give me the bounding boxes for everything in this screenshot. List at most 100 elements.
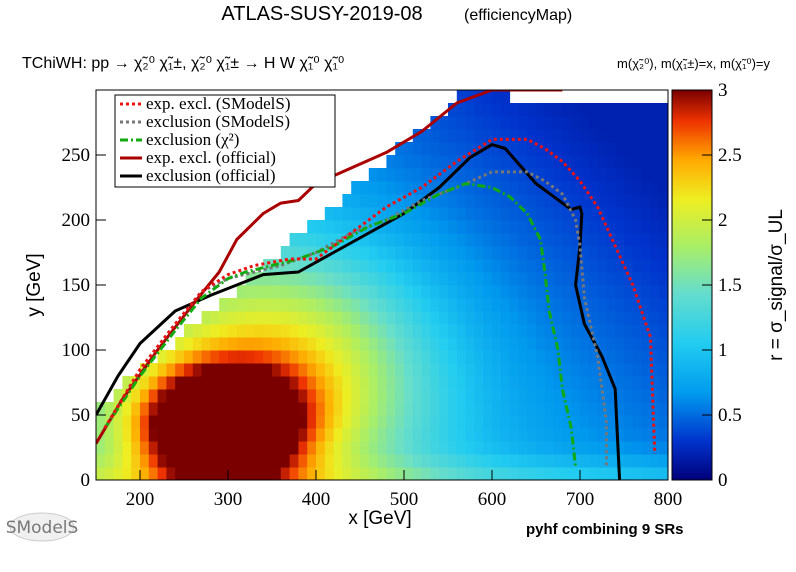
heatmap-cell <box>562 363 572 377</box>
legend: exp. excl. (SModelS)exclusion (SModelS)e… <box>120 94 290 185</box>
heatmap-cell <box>342 311 352 325</box>
heatmap-cell <box>439 324 449 338</box>
heatmap-cell <box>272 350 282 364</box>
heatmap-cell <box>263 272 273 286</box>
heatmap-cell <box>659 324 668 338</box>
heatmap-cell <box>395 389 405 403</box>
heatmap-cell <box>518 259 528 273</box>
heatmap-cell <box>254 376 264 390</box>
heatmap-cell <box>624 129 634 143</box>
heatmap-cell <box>324 246 335 260</box>
heatmap-cell <box>562 129 572 143</box>
heatmap-cell <box>597 467 607 480</box>
heatmap-cell <box>509 467 519 480</box>
heatmap-cell <box>316 441 326 455</box>
heatmap-cell <box>553 168 563 182</box>
heatmap-cell <box>632 155 643 169</box>
heatmap-cell <box>650 155 660 169</box>
heatmap-cell <box>492 194 502 208</box>
heatmap-cell <box>448 337 458 351</box>
heatmap-cell <box>386 168 396 182</box>
heatmap-cell <box>228 311 238 325</box>
heatmap-cell <box>474 454 484 468</box>
heatmap-cell <box>597 415 607 429</box>
heatmap-cell <box>492 129 502 143</box>
heatmap-cell <box>509 233 519 247</box>
heatmap-cell <box>254 415 264 429</box>
heatmap-cell <box>316 454 326 468</box>
heatmap-cell <box>219 402 229 416</box>
heatmap-cell <box>316 298 326 312</box>
heatmap-cell <box>562 272 572 286</box>
heatmap-cell <box>571 428 581 442</box>
heatmap-cell <box>580 259 590 273</box>
heatmap-cell <box>404 259 414 273</box>
heatmap-cell <box>412 259 423 273</box>
heatmap-cell <box>500 272 511 286</box>
heatmap-cell <box>500 337 511 351</box>
heatmap-cell <box>536 376 546 390</box>
heatmap-cell <box>456 376 467 390</box>
heatmap-cell <box>553 389 563 403</box>
heatmap-cell <box>597 376 607 390</box>
heatmap-cell <box>342 363 352 377</box>
heatmap-cell <box>166 467 176 480</box>
heatmap-cell <box>483 441 493 455</box>
heatmap-cell <box>333 259 343 273</box>
heatmap-cell <box>492 428 502 442</box>
heatmap-cell <box>650 181 660 195</box>
heatmap-cell <box>659 389 668 403</box>
heatmap-cell <box>272 376 282 390</box>
heatmap-cell <box>588 402 599 416</box>
heatmap-cell <box>113 389 123 403</box>
heatmap-cell <box>500 155 511 169</box>
heatmap-cell <box>465 220 475 234</box>
heatmap-cell <box>483 298 493 312</box>
heatmap-cell <box>641 259 651 273</box>
heatmap-cell <box>624 311 634 325</box>
heatmap-cell <box>386 415 396 429</box>
heatmap-cell <box>615 155 625 169</box>
heatmap-cell <box>324 220 335 234</box>
heatmap-cell <box>201 337 211 351</box>
heatmap-cell <box>430 298 440 312</box>
heatmap-cell <box>298 467 308 480</box>
heatmap-cell <box>412 168 423 182</box>
heatmap-cell <box>465 389 475 403</box>
heatmap-cell <box>588 181 599 195</box>
heatmap-cell <box>395 220 405 234</box>
colorbar-tick-label: 1 <box>718 340 728 361</box>
heatmap-cell <box>386 467 396 480</box>
heatmap-cell <box>157 363 167 377</box>
heatmap-cell <box>228 376 238 390</box>
heatmap-cell <box>104 402 115 416</box>
heatmap-cell <box>280 389 291 403</box>
legend-label: exp. excl. (SModelS) <box>146 94 290 113</box>
heatmap-cell <box>527 454 537 468</box>
heatmap-cell <box>421 428 431 442</box>
heatmap-cell <box>157 467 167 480</box>
heatmap-cell <box>324 298 335 312</box>
heatmap-cell <box>219 389 229 403</box>
heatmap-cell <box>377 363 387 377</box>
heatmap-cell <box>395 428 405 442</box>
heatmap-cell <box>342 454 352 468</box>
heatmap-cell <box>624 259 634 273</box>
heatmap-cell <box>553 142 563 156</box>
heatmap-cell <box>404 207 414 221</box>
heatmap-cell <box>448 324 458 338</box>
heatmap-cell <box>641 194 651 208</box>
heatmap-cell <box>509 207 519 221</box>
heatmap-cell <box>624 467 634 480</box>
heatmap-cell <box>404 415 414 429</box>
heatmap-cell <box>606 402 616 416</box>
heatmap-cell <box>474 272 484 286</box>
heatmap-cell <box>597 272 607 286</box>
heatmap-cell <box>219 454 229 468</box>
heatmap-cell <box>421 376 431 390</box>
heatmap-cell <box>360 441 370 455</box>
heatmap-cell <box>430 142 440 156</box>
heatmap-cell <box>536 259 546 273</box>
heatmap-cell <box>562 324 572 338</box>
heatmap-cell <box>500 259 511 273</box>
